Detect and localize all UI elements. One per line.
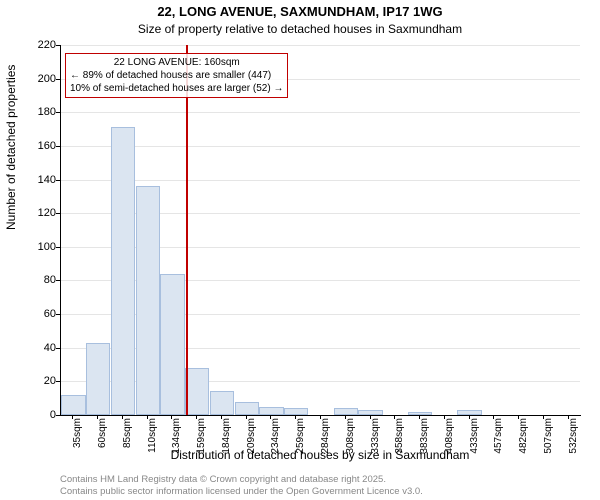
histogram-bar xyxy=(334,408,358,415)
histogram-bar xyxy=(457,410,481,415)
chart-title-main: 22, LONG AVENUE, SAXMUNDHAM, IP17 1WG xyxy=(0,4,600,19)
histogram-bar xyxy=(111,127,135,415)
histogram-bar xyxy=(61,395,85,415)
histogram-bar xyxy=(185,368,209,415)
histogram-bar xyxy=(259,407,283,415)
annotation-line-3: 10% of semi-detached houses are larger (… xyxy=(70,82,283,95)
histogram-bar xyxy=(160,274,184,415)
annotation-line-2: ← 89% of detached houses are smaller (44… xyxy=(70,69,283,82)
x-axis-label: Distribution of detached houses by size … xyxy=(60,448,580,462)
footer-line-2: Contains public sector information licen… xyxy=(60,486,423,498)
y-axis-label: Number of detached properties xyxy=(4,65,18,230)
histogram-bar xyxy=(86,343,110,415)
footer-line-1: Contains HM Land Registry data © Crown c… xyxy=(60,474,423,486)
y-tick-label: 100 xyxy=(26,241,56,253)
footer-attribution: Contains HM Land Registry data © Crown c… xyxy=(60,474,423,498)
y-tick-label: 120 xyxy=(26,207,56,219)
annotation-line-1: 22 LONG AVENUE: 160sqm xyxy=(70,56,283,69)
y-tick-label: 40 xyxy=(26,342,56,354)
y-tick-label: 0 xyxy=(26,409,56,421)
y-tick-label: 200 xyxy=(26,73,56,85)
y-tick-label: 20 xyxy=(26,375,56,387)
y-tick-label: 140 xyxy=(26,174,56,186)
chart-container: 22, LONG AVENUE, SAXMUNDHAM, IP17 1WG Si… xyxy=(0,0,600,500)
histogram-bar xyxy=(235,402,259,415)
y-tick-label: 60 xyxy=(26,308,56,320)
histogram-bar xyxy=(284,408,308,415)
histogram-bar xyxy=(136,186,160,415)
marker-line xyxy=(186,45,188,415)
y-tick-label: 160 xyxy=(26,140,56,152)
histogram-bar xyxy=(210,391,234,415)
y-tick-label: 180 xyxy=(26,106,56,118)
chart-title-sub: Size of property relative to detached ho… xyxy=(0,22,600,36)
y-tick-label: 80 xyxy=(26,274,56,286)
plot-area: 22 LONG AVENUE: 160sqm ← 89% of detached… xyxy=(60,45,581,416)
annotation-box: 22 LONG AVENUE: 160sqm ← 89% of detached… xyxy=(65,53,288,98)
y-tick-label: 220 xyxy=(26,39,56,51)
